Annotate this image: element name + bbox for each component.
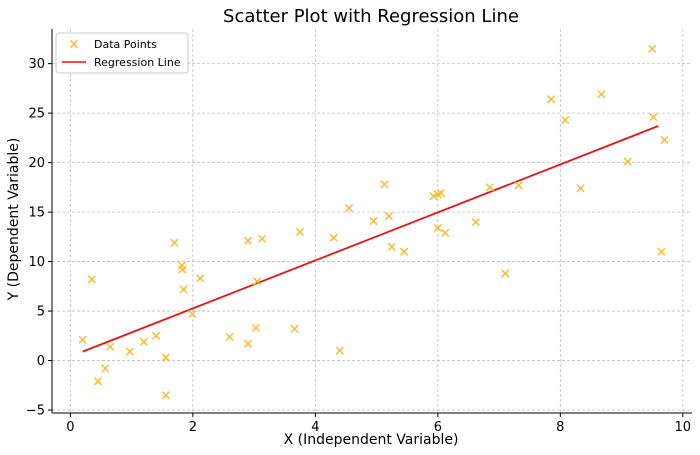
y-tick-label: 10	[28, 255, 45, 270]
data-point	[93, 377, 103, 386]
data-point	[380, 180, 389, 189]
x-tick-label: 4	[311, 420, 319, 435]
y-tick-label: 30	[28, 57, 45, 72]
data-point	[106, 342, 115, 351]
data-point	[648, 44, 657, 53]
data-point	[485, 183, 494, 192]
data-point	[501, 269, 510, 278]
data-point	[514, 181, 523, 190]
x-axis-label: X (Independent Variable)	[284, 432, 459, 448]
data-point	[101, 364, 110, 373]
data-point	[78, 335, 87, 344]
y-tick-label: 0	[37, 354, 45, 369]
y-tick-label: 15	[28, 206, 45, 221]
data-point	[161, 353, 171, 362]
y-axis-label: Y (Dependent Variable)	[6, 138, 22, 302]
data-point	[196, 274, 205, 283]
legend: Data Points Regression Line	[55, 32, 189, 74]
data-point	[251, 323, 261, 332]
data-point	[433, 223, 442, 233]
axes	[48, 29, 692, 417]
legend-label-data-points: Data Points	[94, 38, 157, 51]
data-point	[429, 192, 438, 201]
regression-line-group	[82, 125, 659, 353]
x-tick-label: 2	[189, 420, 197, 435]
legend-x-glyph	[69, 39, 79, 49]
legend-label-regression-line: Regression Line	[94, 56, 181, 69]
data-point	[441, 228, 450, 237]
data-point	[657, 247, 666, 256]
data-point	[344, 204, 354, 213]
data-point	[161, 391, 171, 400]
data-point	[87, 275, 96, 284]
data-point	[649, 112, 658, 122]
legend-box	[55, 32, 189, 74]
data-point	[597, 90, 606, 99]
data-point	[253, 277, 262, 286]
y-tick-label: −5	[26, 404, 45, 419]
data-point	[152, 331, 161, 340]
data-point	[257, 234, 267, 243]
data-point	[547, 95, 556, 104]
x-tick-label: 10	[675, 420, 692, 435]
tick-labels: 0 2 4 6 8 10 −5 0 5 10 15 20 25 30	[26, 57, 691, 435]
data-point	[369, 216, 378, 226]
chart-title: Scatter Plot with Regression Line	[223, 6, 519, 27]
data-point	[295, 227, 305, 236]
x-tick-label: 8	[556, 420, 564, 435]
legend-marker-x	[69, 39, 79, 49]
data-point	[243, 236, 253, 245]
data-point	[290, 324, 299, 333]
data-point	[178, 265, 187, 274]
data-point	[243, 339, 253, 348]
y-tick-label: 5	[37, 305, 45, 320]
data-point	[188, 309, 197, 319]
data-points	[78, 44, 669, 400]
y-tick-label: 25	[28, 107, 45, 122]
data-point	[436, 189, 445, 198]
data-point	[170, 238, 179, 247]
data-point	[471, 217, 480, 227]
data-point	[400, 247, 409, 256]
regression-line	[82, 125, 659, 353]
x-tick-label: 6	[434, 420, 442, 435]
grid-lines	[52, 29, 692, 413]
data-point	[125, 347, 134, 356]
data-point	[623, 157, 632, 166]
data-point	[139, 337, 148, 346]
data-point	[576, 184, 585, 193]
data-point	[179, 285, 188, 294]
data-point	[329, 233, 338, 242]
data-point	[335, 346, 344, 355]
data-point	[387, 242, 396, 251]
data-point	[384, 211, 393, 221]
x-tick-label: 0	[66, 420, 74, 435]
y-tick-label: 20	[28, 156, 45, 171]
data-point	[561, 115, 570, 125]
data-point	[225, 332, 234, 341]
data-point	[660, 135, 669, 144]
